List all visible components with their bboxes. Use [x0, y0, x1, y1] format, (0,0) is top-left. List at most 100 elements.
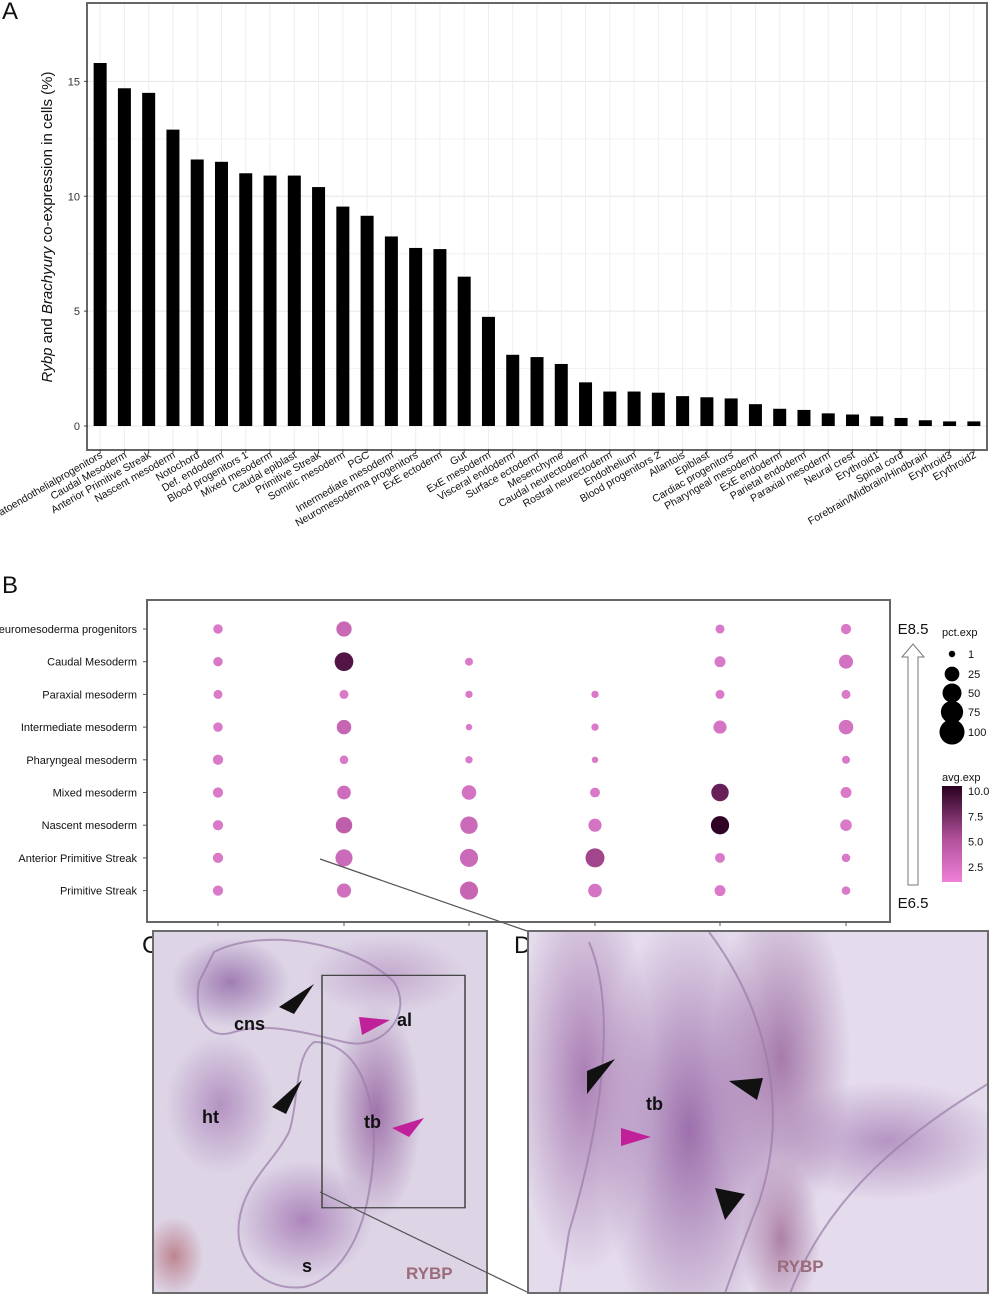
dot — [841, 886, 851, 895]
bar — [166, 129, 180, 426]
size-legend-label: 75 — [968, 707, 980, 719]
dot — [588, 818, 602, 832]
bar — [554, 363, 568, 426]
bar — [700, 397, 714, 426]
y-axis: 0 5 10 15 — [68, 76, 88, 433]
y-axis-label: Rybp and Brachyury co-expression in cell… — [39, 72, 56, 383]
stage-arrow: E8.5 E6.5 — [898, 621, 929, 912]
dot — [591, 723, 599, 731]
size-legend-label: 100 — [968, 727, 986, 739]
y-tick-label: Paraxial mesoderm — [42, 689, 137, 701]
y-tick-label: 0 — [74, 421, 80, 433]
bar — [846, 414, 860, 426]
panel-letter-a: A — [2, 0, 19, 25]
micrograph-d-annotations — [558, 932, 987, 1292]
y-tick-label: Intermediate mesoderm — [21, 722, 137, 734]
magenta-arrowhead — [359, 1017, 390, 1035]
dot — [715, 689, 725, 699]
y-tick-label: Neuromesoderma progenitors — [0, 624, 137, 636]
dot — [840, 787, 852, 798]
bar — [336, 206, 350, 426]
bar — [384, 236, 398, 426]
color-legend: avg.exp 10.0 7.5 5.0 2.5 — [942, 772, 989, 882]
bar — [214, 161, 228, 426]
dot — [212, 754, 224, 765]
label-ht: ht — [202, 1107, 219, 1127]
dot — [337, 785, 351, 800]
black-arrowhead — [587, 1059, 615, 1094]
dot — [842, 755, 850, 764]
color-legend-label: 5.0 — [968, 837, 983, 849]
stage-top-label: E8.5 — [898, 621, 929, 638]
dot — [212, 787, 224, 798]
black-arrowhead — [715, 1188, 745, 1220]
dot — [841, 853, 851, 863]
black-arrowhead — [729, 1078, 763, 1100]
dot — [711, 783, 729, 802]
bar — [821, 413, 835, 426]
dot — [335, 849, 353, 867]
label-al: al — [397, 1010, 413, 1030]
dot — [461, 785, 477, 800]
y-tick-label: Nascent mesoderm — [42, 820, 137, 832]
dot — [213, 624, 223, 634]
size-legend-label: 25 — [968, 669, 980, 681]
bar — [579, 382, 593, 426]
dot — [212, 885, 224, 896]
bar — [967, 421, 981, 426]
dot — [339, 755, 349, 765]
bar — [263, 175, 277, 426]
dot — [715, 624, 725, 634]
y-tick-label: 10 — [68, 191, 80, 203]
bar — [117, 88, 131, 426]
size-legend-dot — [948, 650, 956, 658]
dot — [713, 720, 727, 734]
bar — [603, 391, 617, 426]
size-legend-label: 1 — [968, 649, 974, 661]
bar — [943, 421, 957, 426]
bar — [312, 187, 326, 426]
black-arrowhead — [279, 984, 314, 1014]
size-legend-dot — [939, 719, 965, 745]
dot — [334, 652, 354, 672]
dot — [591, 690, 599, 699]
dot-plot-area — [146, 599, 891, 923]
micrograph-c-annotations — [196, 938, 466, 1289]
bar — [651, 392, 665, 426]
micrograph-d: tb RYBP — [527, 930, 989, 1294]
bar — [724, 398, 738, 426]
label-tb-d: tb — [646, 1094, 663, 1114]
y-tick-label: Anterior Primitive Streak — [18, 853, 137, 865]
dot — [336, 719, 352, 735]
dot — [460, 816, 478, 834]
dot — [841, 689, 851, 699]
color-legend-label: 7.5 — [968, 811, 983, 823]
bar — [360, 215, 374, 426]
dot-plot: Neuromesoderma progenitors Caudal Mesoder… — [0, 599, 989, 940]
bar — [287, 175, 301, 426]
y-tick-label: Pharyngeal mesoderm — [26, 755, 137, 767]
bar — [481, 316, 495, 426]
dot — [336, 883, 352, 898]
magenta-arrowhead — [621, 1128, 651, 1146]
dot — [335, 816, 353, 834]
bar — [457, 276, 471, 426]
stage-bottom-label: E6.5 — [898, 895, 929, 912]
y-tick-label: 5 — [74, 306, 80, 318]
color-legend-title: avg.exp — [942, 772, 981, 784]
dot — [213, 689, 223, 699]
dot — [840, 819, 852, 831]
bar — [93, 63, 107, 426]
color-legend-label: 2.5 — [968, 862, 983, 874]
dot — [591, 756, 599, 764]
bar — [239, 173, 253, 426]
dot — [840, 623, 852, 635]
dot — [710, 816, 730, 835]
dot — [715, 852, 725, 863]
dot — [465, 723, 473, 731]
bar — [530, 357, 544, 426]
stain-label-c: RYBP — [406, 1264, 453, 1283]
bar-series — [93, 63, 981, 427]
dot — [212, 820, 224, 831]
dot — [465, 690, 473, 699]
